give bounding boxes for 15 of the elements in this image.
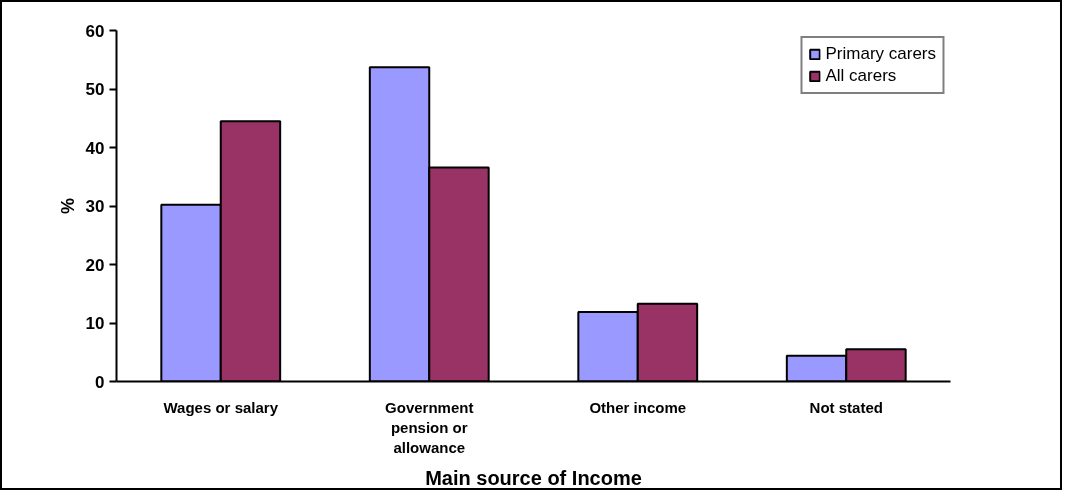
x-tick-label: Other income (589, 398, 687, 416)
x-tick-label: Government pension or allowance (385, 398, 474, 457)
y-tick-label: 50 (85, 80, 105, 99)
y-tick-label: 20 (85, 255, 105, 275)
y-tick-label: 10 (85, 314, 105, 333)
x-tick-label: Not stated (809, 398, 883, 416)
legend-label: Primary carers (825, 44, 936, 64)
y-tick-label: 30 (85, 197, 105, 216)
y-tick-label: 0 (95, 372, 105, 392)
y-tick-label: 40 (85, 138, 105, 158)
x-tick-label: Wages or salary (163, 398, 279, 416)
legend-label: All carers (825, 66, 897, 86)
x-axis-title: Main source of Income (425, 467, 642, 490)
y-tick-label: 60 (85, 21, 105, 41)
y-axis-title: % (57, 197, 78, 214)
